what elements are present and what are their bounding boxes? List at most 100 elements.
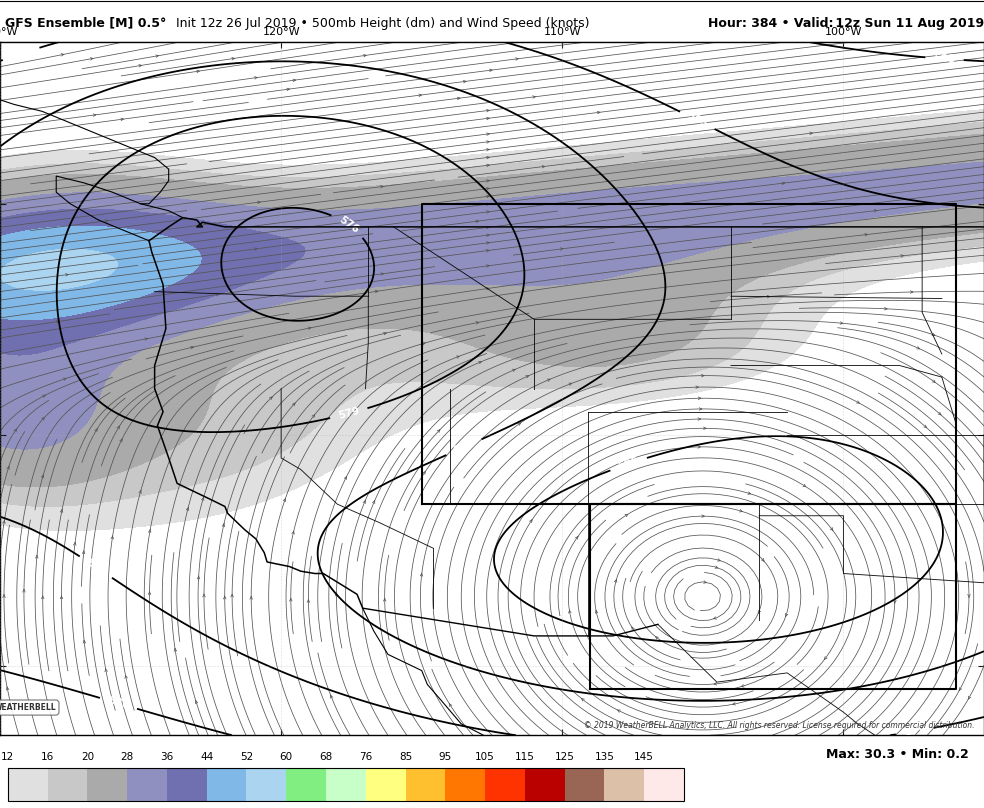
FancyArrowPatch shape [486, 203, 489, 205]
FancyArrowPatch shape [94, 429, 97, 431]
FancyArrowPatch shape [704, 427, 707, 430]
FancyArrowPatch shape [283, 499, 285, 502]
Text: 85: 85 [399, 752, 412, 762]
Text: Hour: 384 • Valid:: Hour: 384 • Valid: [708, 17, 834, 30]
FancyArrowPatch shape [6, 687, 9, 690]
FancyArrowPatch shape [381, 273, 384, 276]
Text: © 2019 WeatherBELL Analytics, LLC. All rights reserved. License required for com: © 2019 WeatherBELL Analytics, LLC. All r… [584, 722, 974, 730]
Text: 12z Sun 11 Aug 2019: 12z Sun 11 Aug 2019 [831, 17, 984, 30]
FancyArrowPatch shape [56, 321, 59, 323]
FancyArrowPatch shape [125, 675, 127, 679]
FancyArrowPatch shape [222, 524, 224, 527]
Text: 582: 582 [452, 438, 476, 457]
Bar [604, 768, 645, 801]
FancyArrowPatch shape [698, 418, 701, 420]
FancyArrowPatch shape [486, 288, 489, 290]
FancyArrowPatch shape [932, 334, 935, 335]
FancyArrowPatch shape [785, 613, 788, 617]
FancyArrowPatch shape [120, 439, 122, 442]
Bar [446, 768, 485, 801]
FancyArrowPatch shape [139, 490, 142, 494]
Text: 145: 145 [634, 752, 654, 762]
FancyArrowPatch shape [486, 242, 489, 244]
FancyArrowPatch shape [486, 149, 489, 151]
FancyArrowPatch shape [83, 551, 85, 553]
Bar [286, 768, 326, 801]
FancyArrowPatch shape [582, 699, 584, 701]
FancyArrowPatch shape [375, 290, 378, 292]
FancyArrowPatch shape [486, 156, 489, 159]
FancyArrowPatch shape [618, 710, 621, 713]
FancyArrowPatch shape [423, 471, 425, 474]
FancyArrowPatch shape [933, 380, 935, 382]
FancyArrowPatch shape [35, 555, 38, 558]
FancyArrowPatch shape [344, 477, 346, 479]
FancyArrowPatch shape [42, 395, 45, 398]
Text: WEATHERBELL: WEATHERBELL [0, 703, 56, 712]
FancyArrowPatch shape [384, 332, 387, 335]
FancyArrowPatch shape [66, 274, 68, 276]
FancyArrowPatch shape [529, 520, 532, 523]
FancyArrowPatch shape [476, 220, 478, 222]
FancyArrowPatch shape [560, 248, 563, 250]
Text: 125: 125 [555, 752, 575, 762]
FancyArrowPatch shape [270, 397, 273, 399]
FancyArrowPatch shape [223, 596, 226, 599]
FancyArrowPatch shape [105, 173, 108, 175]
FancyArrowPatch shape [704, 581, 707, 583]
FancyArrowPatch shape [489, 69, 492, 72]
FancyArrowPatch shape [149, 591, 151, 595]
FancyArrowPatch shape [830, 528, 832, 531]
FancyArrowPatch shape [197, 70, 200, 73]
FancyArrowPatch shape [373, 501, 375, 503]
FancyArrowPatch shape [422, 343, 425, 345]
FancyArrowPatch shape [486, 234, 489, 237]
Text: 95: 95 [439, 752, 452, 762]
FancyArrowPatch shape [486, 187, 489, 190]
FancyArrowPatch shape [149, 529, 151, 532]
FancyArrowPatch shape [3, 595, 5, 597]
FancyArrowPatch shape [202, 498, 204, 500]
FancyArrowPatch shape [699, 397, 701, 399]
FancyArrowPatch shape [463, 80, 466, 83]
FancyArrowPatch shape [741, 684, 744, 687]
FancyArrowPatch shape [457, 356, 460, 358]
FancyArrowPatch shape [363, 500, 365, 503]
FancyArrowPatch shape [191, 347, 194, 349]
Text: 579: 579 [903, 725, 927, 738]
FancyArrowPatch shape [595, 610, 597, 613]
FancyArrowPatch shape [216, 293, 218, 296]
FancyArrowPatch shape [145, 338, 148, 340]
FancyArrowPatch shape [83, 640, 86, 643]
Bar [246, 768, 286, 801]
FancyArrowPatch shape [293, 79, 295, 82]
Text: 52: 52 [240, 752, 253, 762]
FancyArrowPatch shape [486, 133, 489, 136]
FancyArrowPatch shape [111, 536, 113, 539]
Text: 16: 16 [41, 752, 54, 762]
FancyArrowPatch shape [289, 598, 292, 601]
FancyArrowPatch shape [450, 704, 452, 707]
Bar [326, 768, 366, 801]
FancyArrowPatch shape [748, 492, 751, 494]
FancyArrowPatch shape [7, 466, 9, 469]
FancyArrowPatch shape [632, 627, 635, 630]
FancyArrowPatch shape [486, 141, 489, 143]
Text: 585: 585 [9, 45, 32, 61]
Text: GFS Ensemble [M] 0.5°: GFS Ensemble [M] 0.5° [5, 17, 166, 30]
Text: 12: 12 [1, 752, 15, 762]
FancyArrowPatch shape [576, 537, 578, 539]
FancyArrowPatch shape [486, 250, 489, 252]
FancyArrowPatch shape [91, 57, 92, 60]
FancyArrowPatch shape [717, 559, 720, 561]
FancyArrowPatch shape [924, 425, 927, 427]
FancyArrowPatch shape [486, 117, 489, 120]
Text: 576: 576 [106, 696, 130, 711]
FancyArrowPatch shape [60, 509, 63, 512]
Bar [207, 768, 246, 801]
FancyArrowPatch shape [3, 520, 5, 524]
Text: 36: 36 [160, 752, 173, 762]
FancyArrowPatch shape [254, 248, 257, 250]
FancyArrowPatch shape [713, 617, 716, 619]
FancyArrowPatch shape [292, 531, 294, 534]
